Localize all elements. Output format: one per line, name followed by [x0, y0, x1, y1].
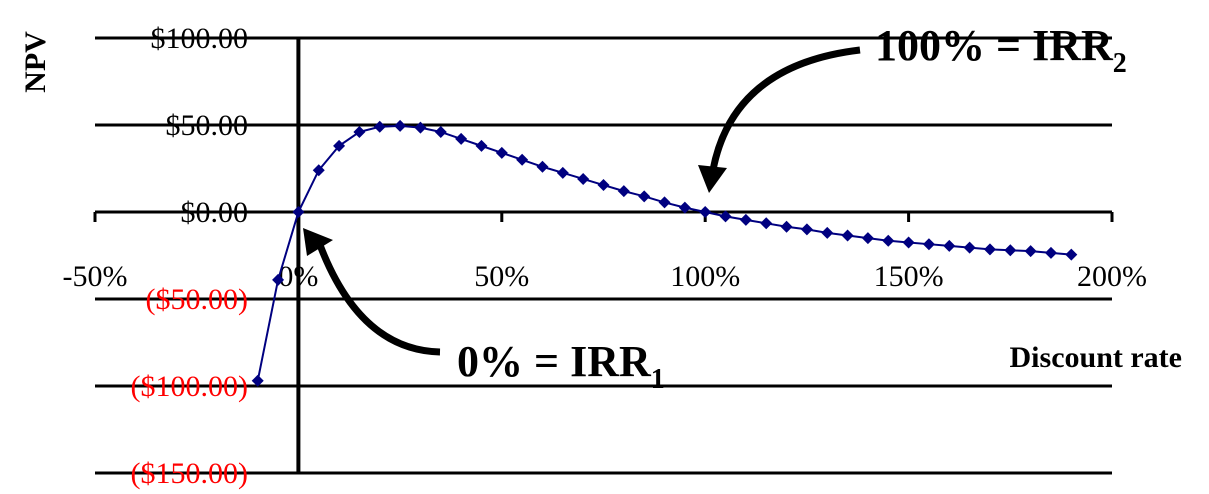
data-point	[292, 206, 305, 218]
data-point	[455, 132, 468, 145]
x-tick-label: 0%	[278, 260, 318, 293]
annotation-irr1-arrowhead	[303, 228, 333, 256]
y-tick-label: ($150.00)	[131, 457, 248, 490]
data-point	[719, 210, 732, 223]
y-tick-label: $50.00	[166, 109, 249, 142]
annotation-irr2-subscript: 2	[1113, 48, 1127, 79]
data-point	[414, 121, 427, 134]
data-point	[739, 213, 752, 226]
x-axis-label: Discount rate	[1010, 341, 1182, 374]
data-point	[272, 273, 285, 286]
data-point	[861, 232, 874, 245]
data-point	[963, 241, 976, 254]
data-point	[658, 196, 671, 209]
data-point	[394, 119, 407, 132]
data-point	[983, 243, 996, 256]
data-point	[312, 164, 325, 177]
y-tick-label: $0.00	[181, 196, 249, 229]
data-point	[902, 236, 915, 249]
data-point	[1044, 246, 1057, 259]
data-point	[1004, 244, 1017, 257]
data-point	[556, 166, 569, 179]
x-tick-label: 100%	[670, 260, 740, 293]
data-point	[882, 234, 895, 247]
data-point	[943, 239, 956, 252]
series-line	[256, 124, 1072, 381]
x-tick-label: 150%	[874, 260, 944, 293]
data-point	[251, 374, 264, 387]
annotation-irr2-arrow	[709, 46, 861, 171]
y-tick-labels: $100.00 $50.00 $0.00 ($50.00) ($100.00) ($150…	[131, 22, 248, 490]
data-point	[577, 172, 590, 185]
data-point	[597, 179, 610, 192]
x-tick-label: -50%	[63, 260, 128, 293]
annotation-irr2-arrowhead	[698, 165, 727, 193]
y-axis-label: NPV	[19, 31, 52, 93]
data-point	[353, 125, 366, 138]
x-tick-labels: -50% 0% 50% 100% 150% 200%	[63, 260, 1147, 293]
y-tick-label: ($50.00)	[146, 283, 248, 316]
data-point	[760, 217, 773, 230]
data-point	[333, 139, 346, 152]
x-tick-label: 50%	[474, 260, 529, 293]
data-point	[821, 226, 834, 239]
data-point	[699, 206, 712, 218]
y-tick-label: $100.00	[151, 22, 249, 55]
data-point	[475, 139, 488, 152]
data-point	[373, 120, 386, 133]
annotation-irr1-text: 0% = IRR	[457, 337, 652, 386]
series-npv	[251, 119, 1078, 387]
axes	[93, 38, 1114, 473]
data-point	[434, 125, 447, 138]
data-point	[1024, 245, 1037, 258]
x-tick-label: 200%	[1077, 260, 1147, 293]
svg-text:100% = IRR2: 100% = IRR2	[875, 21, 1127, 79]
data-point	[800, 223, 813, 236]
data-point	[922, 238, 935, 251]
annotation-irr1-arrow	[316, 243, 441, 356]
data-point	[841, 229, 854, 242]
data-point	[780, 220, 793, 233]
annotation-irr1-subscript: 1	[651, 364, 665, 395]
data-point	[1065, 248, 1078, 261]
annotation-irr1: 0% = IRR1	[303, 228, 665, 395]
y-tick-label: ($100.00)	[131, 370, 248, 403]
annotation-irr2: 100% = IRR2	[698, 21, 1127, 193]
data-point	[678, 201, 691, 214]
annotation-irr2-text: 100% = IRR	[875, 21, 1114, 70]
grid-lines	[95, 36, 1112, 475]
data-point	[638, 190, 651, 203]
data-point	[516, 153, 529, 166]
data-point	[536, 160, 549, 173]
data-point	[617, 185, 630, 198]
data-point	[495, 146, 508, 159]
svg-text:0% = IRR1: 0% = IRR1	[457, 337, 665, 395]
